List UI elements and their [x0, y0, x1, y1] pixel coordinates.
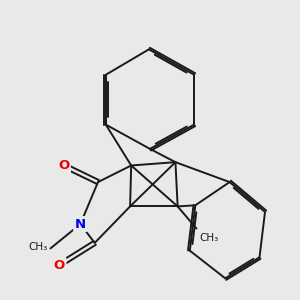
Text: N: N	[75, 218, 86, 231]
Text: O: O	[58, 159, 69, 172]
Text: CH₃: CH₃	[28, 242, 48, 252]
Text: O: O	[54, 259, 65, 272]
Text: CH₃: CH₃	[200, 232, 219, 242]
